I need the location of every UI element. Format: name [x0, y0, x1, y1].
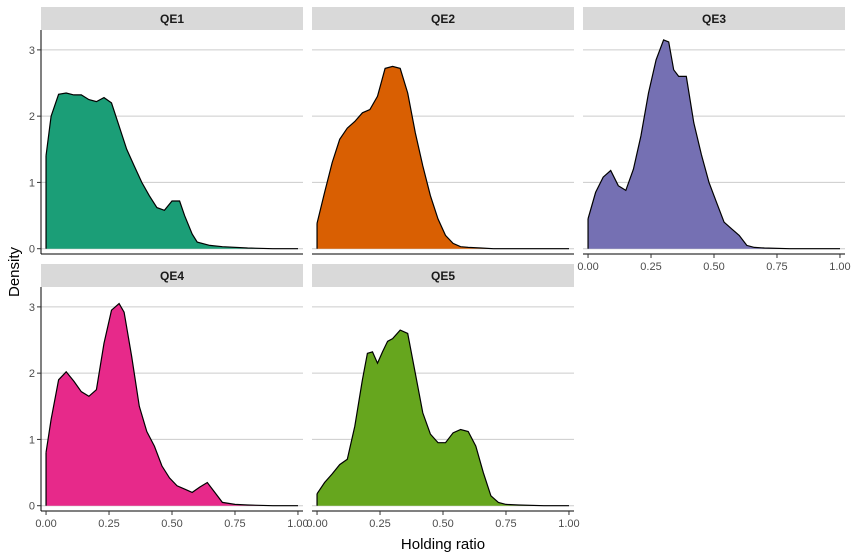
x-tick-label: 0.00 — [35, 518, 56, 530]
y-tick-label: 2 — [29, 111, 35, 123]
density-line — [45, 92, 298, 250]
x-tick-label: 0.50 — [161, 518, 182, 530]
y-tick-label: 1 — [29, 434, 35, 446]
facet-panel-qe5: QE5 0.00 0.25 0.50 0.75 1.00 — [306, 264, 580, 530]
x-tick-label: 0.75 — [495, 518, 516, 530]
x-tick-label: 0.25 — [640, 261, 661, 273]
facet-strip-label: QE5 — [431, 269, 455, 283]
x-tick-label: 0.50 — [703, 261, 724, 273]
x-tick-label: 0.50 — [432, 518, 453, 530]
x-axis-title: Holding ratio — [401, 536, 485, 553]
y-axis-title: Density — [6, 246, 23, 297]
x-tick-label: 0.25 — [98, 518, 119, 530]
density-line — [45, 302, 298, 507]
x-tick-label: 0.25 — [369, 518, 390, 530]
x-tick-label: 0.75 — [224, 518, 245, 530]
density-area — [588, 39, 840, 249]
density-area — [317, 330, 569, 506]
density-line — [316, 329, 569, 507]
facet-strip-label: QE4 — [160, 269, 184, 283]
y-tick-label: 0 — [29, 244, 35, 256]
facet-panels: QE1 0 1 2 3 QE2 QE3 0.00 0.25 0.50 0.75 1.00 QE4 0 1 2 3… — [29, 7, 851, 530]
facet-strip — [312, 7, 574, 30]
facet-strip — [41, 264, 303, 287]
facet-strip-label: QE3 — [702, 12, 726, 26]
density-area — [46, 303, 298, 506]
x-tick-label: 0.00 — [577, 261, 598, 273]
density-line — [587, 39, 840, 250]
x-tick-label: 1.00 — [558, 518, 579, 530]
facet-panel-qe2: QE2 — [312, 7, 574, 255]
x-tick-label: 1.00 — [829, 261, 850, 273]
x-tick-label: 0.75 — [766, 261, 787, 273]
y-tick-label: 2 — [29, 368, 35, 380]
y-tick-label: 3 — [29, 45, 35, 57]
facet-strip — [41, 7, 303, 30]
facet-strip — [583, 7, 845, 30]
facet-panel-qe3: QE3 0.00 0.25 0.50 0.75 1.00 — [577, 7, 851, 273]
x-tick-label: 1.00 — [287, 518, 308, 530]
x-tick-label: 0.00 — [306, 518, 327, 530]
y-tick-label: 1 — [29, 177, 35, 189]
y-tick-label: 0 — [29, 501, 35, 513]
density-area — [317, 66, 569, 249]
facet-panel-qe4: QE4 0 1 2 3 0.00 0.25 0.50 0.75 1.00 — [29, 264, 309, 530]
density-line — [316, 65, 569, 250]
facet-strip-label: QE2 — [431, 12, 455, 26]
facet-strip — [312, 264, 574, 287]
facet-strip-label: QE1 — [160, 12, 184, 26]
facet-panel-qe1: QE1 0 1 2 3 — [29, 7, 303, 256]
density-area — [46, 93, 298, 249]
y-tick-label: 3 — [29, 302, 35, 314]
